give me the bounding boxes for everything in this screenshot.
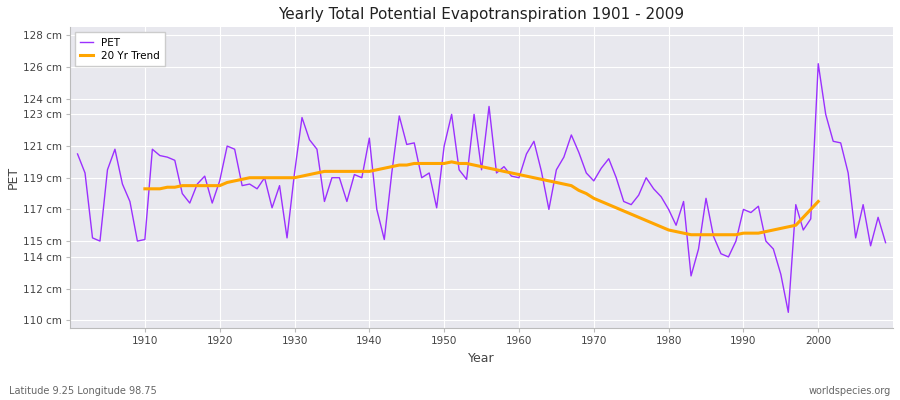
PET — [72, 152, 83, 156]
20 Yr Trend — [297, 174, 308, 178]
PET — [132, 239, 143, 244]
20 Yr Trend — [813, 199, 824, 204]
Title: Yearly Total Potential Evapotranspiration 1901 - 2009: Yearly Total Potential Evapotranspiratio… — [278, 7, 685, 22]
Line: PET: PET — [77, 64, 886, 312]
Legend: PET, 20 Yr Trend: PET, 20 Yr Trend — [76, 32, 166, 66]
20 Yr Trend — [140, 186, 150, 191]
20 Yr Trend — [221, 180, 232, 185]
PET — [813, 61, 824, 66]
PET — [783, 310, 794, 315]
20 Yr Trend — [723, 232, 734, 237]
20 Yr Trend — [311, 170, 322, 175]
Text: worldspecies.org: worldspecies.org — [809, 386, 891, 396]
PET — [297, 115, 308, 120]
20 Yr Trend — [446, 160, 457, 164]
20 Yr Trend — [686, 232, 697, 237]
20 Yr Trend — [536, 177, 547, 182]
PET — [341, 199, 352, 204]
Y-axis label: PET: PET — [7, 166, 20, 189]
PET — [603, 156, 614, 161]
Line: 20 Yr Trend: 20 Yr Trend — [145, 162, 818, 235]
X-axis label: Year: Year — [468, 352, 495, 365]
PET — [506, 174, 517, 178]
PET — [880, 240, 891, 245]
Text: Latitude 9.25 Longitude 98.75: Latitude 9.25 Longitude 98.75 — [9, 386, 157, 396]
20 Yr Trend — [806, 207, 816, 212]
PET — [514, 175, 525, 180]
